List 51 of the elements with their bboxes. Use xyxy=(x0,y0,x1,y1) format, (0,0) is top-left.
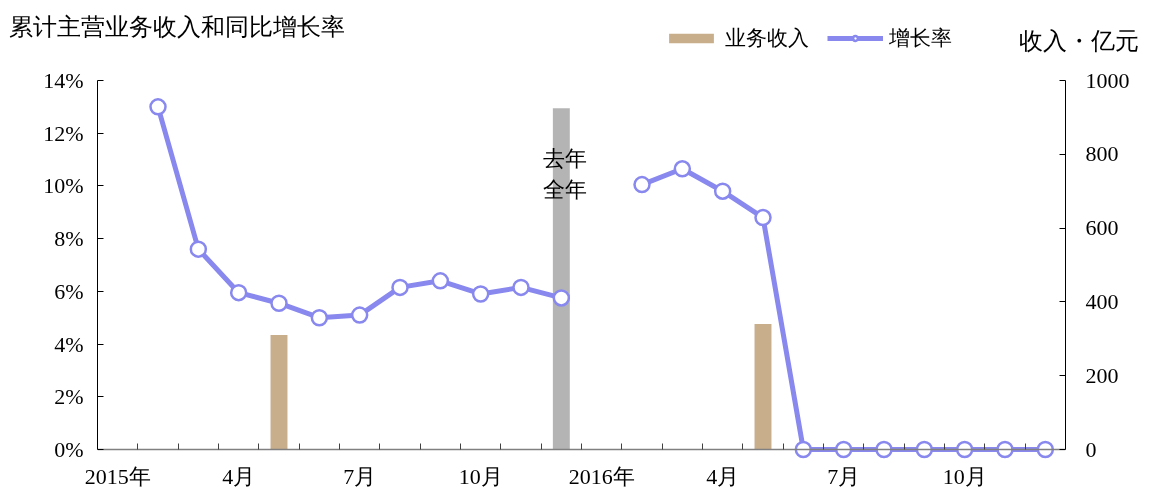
point xyxy=(834,440,853,459)
y2-tick-label: 0 xyxy=(1085,436,1097,462)
y-tick-label: 8% xyxy=(54,226,84,252)
chart-title: 累计主营业务收入和同比增长率 xyxy=(8,13,345,40)
point xyxy=(794,440,813,459)
point xyxy=(391,278,409,297)
y2-tick-label: 200 xyxy=(1085,362,1119,388)
x-tick-label: 2015年 xyxy=(84,463,151,489)
x-tick-label: 4月 xyxy=(706,463,740,489)
point xyxy=(713,182,732,200)
x-tick-label: 7月 xyxy=(343,463,377,489)
point xyxy=(915,440,934,459)
point xyxy=(1036,440,1055,459)
y2-tick-label: 400 xyxy=(1085,288,1119,314)
point xyxy=(310,308,329,327)
bar xyxy=(754,324,772,450)
point xyxy=(955,440,974,459)
y-tick-label: 6% xyxy=(54,278,84,304)
point xyxy=(350,306,369,324)
bar xyxy=(270,335,288,450)
point xyxy=(996,440,1014,459)
point xyxy=(512,278,530,297)
point xyxy=(229,283,248,302)
y-tick-label: 4% xyxy=(54,331,84,357)
y-tick-label: 2% xyxy=(54,384,84,410)
y2-tick-label: 600 xyxy=(1085,215,1119,241)
y-tick-label: 12% xyxy=(43,120,84,146)
y2-axis-title: 收入・亿元 xyxy=(1018,27,1139,54)
x-tick-label: 2016年 xyxy=(568,463,635,489)
y-tick-label: 14% xyxy=(43,68,84,93)
data-label: 去年全年 xyxy=(543,146,588,203)
point xyxy=(471,285,490,303)
x-tick-label: 4月 xyxy=(222,463,256,489)
x-tick-label: 10月 xyxy=(458,463,503,489)
point xyxy=(149,98,167,116)
x-tick-label: 7月 xyxy=(827,463,861,489)
point xyxy=(754,208,772,227)
y-tick-label: 10% xyxy=(43,173,84,199)
y2-tick-label: 1000 xyxy=(1085,67,1130,93)
point xyxy=(189,240,208,258)
legend-label: 增长率 xyxy=(889,25,952,52)
x-tick-label: 10月 xyxy=(942,463,987,489)
point xyxy=(552,289,571,307)
legend-label: 业务收入 xyxy=(725,25,809,52)
point xyxy=(270,294,288,312)
point xyxy=(673,160,692,178)
y2-tick-label: 800 xyxy=(1085,141,1119,167)
point xyxy=(431,272,450,290)
point xyxy=(633,175,651,194)
y-tick-label: 0% xyxy=(54,437,84,462)
point xyxy=(875,440,893,459)
